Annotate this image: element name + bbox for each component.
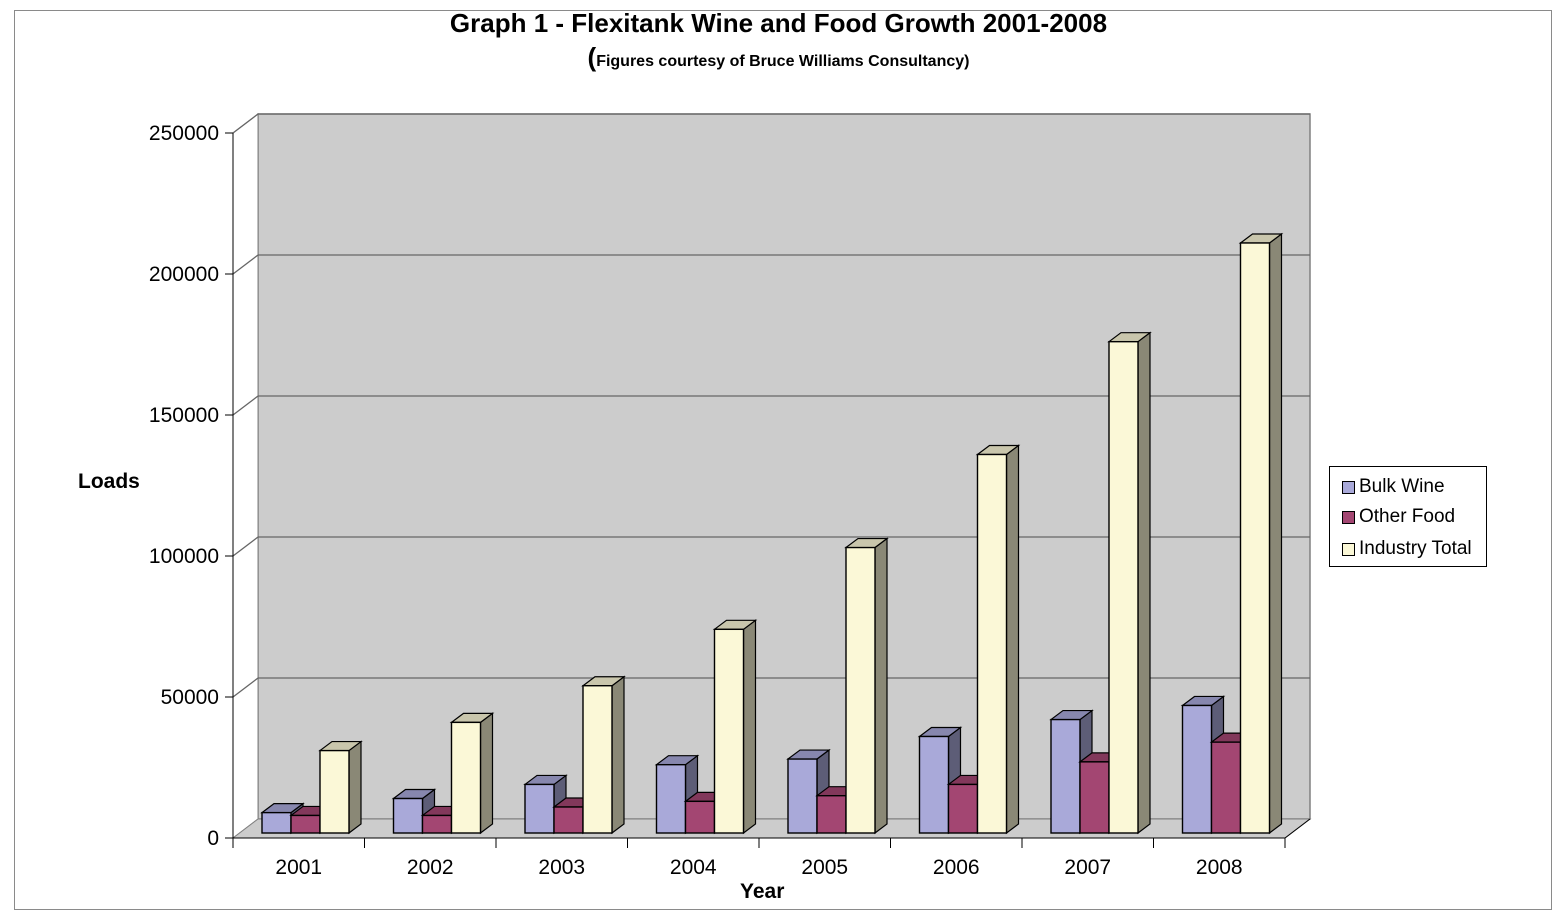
- x-tick-label: 2004: [670, 856, 717, 879]
- bar: [1079, 761, 1110, 834]
- bar: [655, 763, 687, 834]
- bar-side: [1137, 331, 1151, 835]
- bar: [816, 795, 847, 834]
- legend-label-other-food: Other Food: [1359, 506, 1456, 527]
- bar-side: [1005, 444, 1020, 835]
- x-tick-label: 2007: [1064, 856, 1111, 879]
- y-tick-label: 150000: [149, 404, 219, 427]
- x-tick-label: 2005: [801, 856, 848, 879]
- y-tick-label: 50000: [161, 686, 219, 709]
- bar: [1181, 704, 1213, 834]
- bar: [947, 783, 979, 834]
- bar: [787, 758, 818, 834]
- bar: [290, 814, 321, 834]
- legend-label-industry-total: Industry Total: [1359, 538, 1472, 559]
- chart-subtitle: (Figures courtesy of Bruce Williams Cons…: [587, 42, 970, 72]
- bar: [845, 546, 876, 834]
- x-tick-label: 2008: [1196, 856, 1243, 879]
- bar: [1108, 340, 1139, 834]
- x-tick-label: 2003: [538, 856, 585, 879]
- legend-item-bulk-wine: Bulk Wine: [1342, 475, 1445, 499]
- bar: [261, 811, 292, 834]
- legend: Bulk Wine Other Food Industry Total: [1329, 466, 1487, 567]
- legend-swatch-other-food: [1342, 510, 1355, 524]
- plot-back-wall: [257, 113, 1311, 820]
- bar: [918, 735, 950, 834]
- y-tick-label: 0: [207, 827, 219, 850]
- gridline-side: [232, 113, 259, 134]
- gridline-side: [232, 254, 259, 275]
- bar: [319, 749, 350, 834]
- y-axis-label: Loads: [78, 470, 140, 493]
- bar-side: [611, 675, 625, 835]
- y-tick-label: 100000: [149, 545, 219, 568]
- bar-side: [874, 537, 888, 835]
- bar: [582, 685, 613, 834]
- bar: [713, 628, 745, 834]
- gridline-side: [232, 395, 259, 416]
- bar-side: [348, 740, 362, 835]
- legend-item-other-food: Other Food: [1342, 505, 1455, 529]
- legend-item-industry-total: Industry Total: [1342, 537, 1472, 561]
- bar: [392, 797, 424, 834]
- subtitle-text: Figures courtesy of Bruce Williams Consu…: [596, 53, 965, 70]
- plot-side-wall: [232, 112, 259, 840]
- x-axis-label: Year: [740, 880, 785, 903]
- x-tick-label: 2002: [407, 856, 454, 879]
- y-tick-label: 200000: [149, 263, 219, 286]
- x-axis-depth: [1284, 818, 1311, 839]
- gridline-side: [232, 536, 259, 557]
- bar-side: [742, 619, 757, 835]
- bar: [553, 806, 584, 834]
- x-tick-label: 2001: [275, 856, 322, 879]
- bar: [976, 453, 1008, 834]
- bar-side: [1268, 232, 1283, 835]
- bar: [1050, 718, 1081, 834]
- legend-swatch-industry-total: [1342, 542, 1355, 556]
- legend-label-bulk-wine: Bulk Wine: [1359, 476, 1445, 497]
- bar: [1210, 741, 1242, 834]
- legend-swatch-bulk-wine: [1342, 480, 1355, 494]
- bar: [524, 783, 555, 834]
- bar-side: [479, 712, 494, 835]
- chart-title: Graph 1 - Flexitank Wine and Food Growth…: [449, 8, 1108, 38]
- x-tick-label: 2006: [933, 856, 980, 879]
- gridline-side: [232, 677, 259, 698]
- y-tick-label: 250000: [149, 122, 219, 145]
- bar: [421, 814, 453, 834]
- bar: [450, 721, 482, 834]
- subtitle-open-paren: (: [587, 42, 597, 72]
- bar: [684, 800, 716, 834]
- bar: [1239, 242, 1271, 834]
